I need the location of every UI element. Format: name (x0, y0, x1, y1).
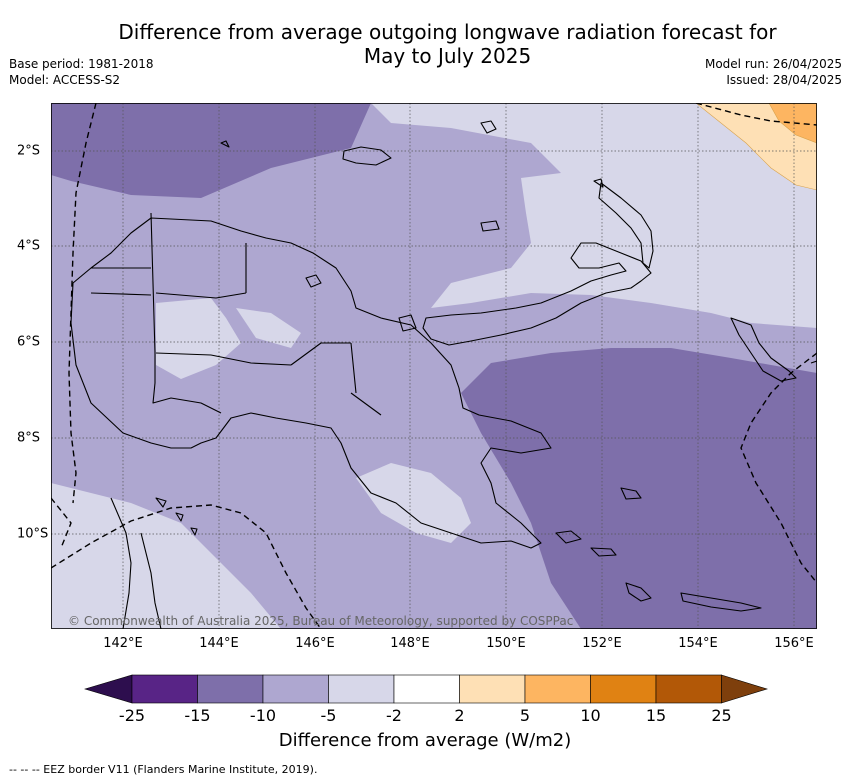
colorbar-segment (131, 674, 198, 704)
band-minus-2-to-5-south-west (51, 483, 281, 629)
new-ireland-coast (598, 182, 654, 269)
bougainville-coast (730, 317, 797, 382)
latitude-label: 6°S (17, 334, 41, 350)
colorbar-segment (590, 674, 657, 704)
issued-date: Issued: 28/04/2025 (726, 73, 842, 87)
band-minus-10-to-15-north-west (51, 103, 371, 198)
colorbar-svg (83, 674, 769, 704)
longitude-label: 152°E (582, 636, 622, 651)
colorbar-tick-label: 10 (580, 706, 601, 725)
base-period: Base period: 1981-2018 (9, 57, 154, 71)
colorbar-tick-label: -5 (320, 706, 337, 725)
manus-coast (342, 146, 392, 166)
latitude-label: 4°S (17, 238, 41, 254)
band-minus-2-to-5-south-central (356, 463, 471, 543)
new-guinea-coast (70, 217, 552, 549)
map-title: Difference from average outgoing longwav… (0, 20, 850, 68)
eez-borders (51, 103, 817, 629)
band-minus-2-to-5-west-interior (156, 298, 241, 379)
colorbar-segment (328, 674, 395, 704)
colorbar-segment (393, 674, 460, 704)
longitude-label: 148°E (390, 636, 430, 651)
longitude-label: 142°E (103, 636, 143, 651)
colorbar-tick-label: 2 (454, 706, 465, 725)
title-line-1: Difference from average outgoing longwav… (118, 20, 777, 44)
colorbar-segment (524, 674, 591, 704)
meta-right: Model run: 26/04/2025 Issued: 28/04/2025 (705, 56, 842, 88)
colorbar-tick-label: 15 (645, 706, 667, 725)
meta-left: Base period: 1981-2018 Model: ACCESS-S2 (9, 56, 154, 88)
milne-bay-islands (555, 487, 642, 557)
coastlines (70, 120, 817, 629)
colorbar-tick-label: -2 (386, 706, 402, 725)
latitude-label: 2°S (17, 143, 41, 159)
colorbar (83, 674, 769, 708)
latitude-label: 10°S (17, 526, 49, 542)
colorbar-tick-label: -15 (184, 706, 211, 725)
model-name: Model: ACCESS-S2 (9, 73, 121, 87)
longitude-label: 150°E (486, 636, 526, 651)
copyright-text: © Commonwealth of Australia 2025, Bureau… (68, 614, 574, 628)
band-minus-2-to-5-north-east (371, 103, 817, 328)
small-islands-north (220, 120, 604, 232)
solomon-islands-coast (625, 360, 817, 612)
colorbar-tick-label: -25 (118, 706, 146, 725)
eez-footnote: -- -- -- EEZ border V11 (Flanders Marine… (9, 763, 318, 776)
longitude-label: 154°E (678, 636, 718, 651)
colorbar-segment (459, 674, 526, 704)
png-border (150, 212, 222, 414)
cape-york-coast (110, 497, 162, 629)
colorbar-tick-label: 25 (711, 706, 732, 725)
karkar-island (305, 274, 417, 332)
colorbar-segment (655, 674, 722, 704)
longitude-label: 144°E (199, 636, 239, 651)
colorbar-tick-label: 5 (519, 706, 531, 725)
title-line-2: May to July 2025 (363, 44, 532, 68)
map-svg (51, 103, 817, 629)
new-britain-coast (422, 242, 652, 346)
torres-islands (155, 497, 198, 536)
model-run: Model run: 26/04/2025 (704, 57, 842, 71)
colorbar-arrow-high (721, 674, 769, 704)
latitude-label: 8°S (17, 430, 41, 446)
map-frame (51, 103, 817, 629)
longitude-label: 156°E (774, 636, 814, 651)
band-minus-2-to-5-central-interior (236, 308, 301, 348)
colorbar-segment (262, 674, 329, 704)
colorbar-segment (197, 674, 264, 704)
band-plus-5-to-10 (768, 103, 817, 144)
provincial-lines (90, 243, 382, 416)
longitude-label: 146°E (295, 636, 335, 651)
colorbar-arrow-low (83, 674, 133, 704)
band-minus-10-to-15-south-east (461, 348, 817, 629)
map-panel (51, 103, 817, 629)
colorbar-tick-label: -10 (249, 706, 277, 725)
colorbar-label: Difference from average (W/m2) (278, 730, 572, 751)
gridlines (51, 103, 817, 629)
